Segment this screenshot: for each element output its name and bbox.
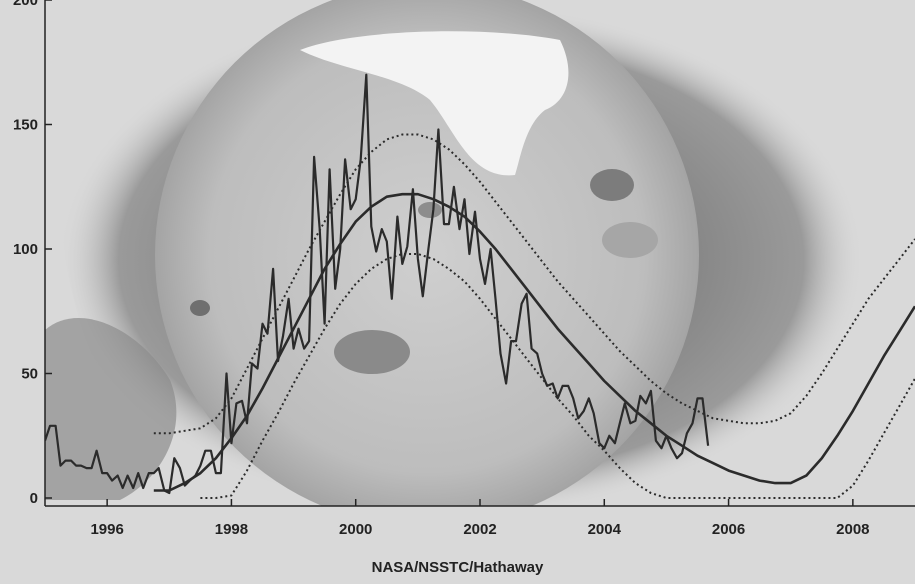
sunspot-1 [590,169,634,201]
x-tick-label: 2008 [836,521,869,538]
y-tick-label: 100 [13,241,38,258]
axes: 1996 1998 2000 2002 2004 2006 2008 0 50 100 150 20… [13,0,915,538]
y-tick-label: 150 [13,117,38,134]
image-credit: NASA/NSSTC/Hathaway [371,559,544,576]
sunspot-5 [418,202,442,218]
series-lower-bound-line [200,253,915,499]
corona-lower-left [45,318,177,500]
sun-image-background [45,0,865,506]
series-layer [45,73,915,499]
sunspot-4 [190,300,210,316]
y-axis-ticks: 0 50 100 150 200 [13,0,52,507]
x-tick-label: 2000 [339,521,372,538]
x-tick-label: 2002 [463,521,496,538]
x-tick-label: 1998 [215,521,248,538]
y-tick-label: 200 [13,0,38,9]
x-tick-label: 1996 [90,521,123,538]
x-tick-label: 2006 [712,521,745,538]
series-predicted-cycle-line [153,192,915,492]
sunspot-2 [334,330,410,374]
sunspot-3 [602,222,658,258]
x-axis-ticks: 1996 1998 2000 2002 2004 2006 2008 [90,499,870,538]
y-tick-label: 50 [21,366,38,383]
y-tick-label: 0 [30,490,38,507]
bright-region [300,31,569,176]
series-monthly-sunspot-line [45,73,710,495]
x-tick-label: 2004 [588,521,622,538]
